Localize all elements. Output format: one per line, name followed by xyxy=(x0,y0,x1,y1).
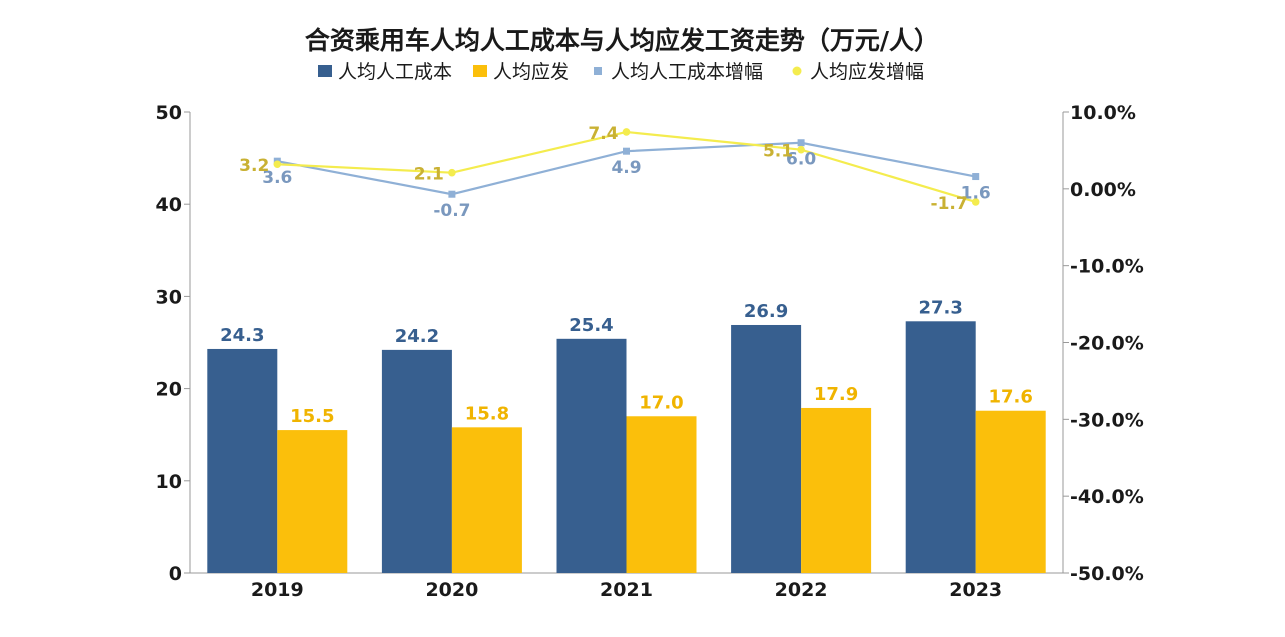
left-tick-label: 40 xyxy=(156,194,182,216)
bar xyxy=(905,321,976,573)
line-point xyxy=(448,168,456,177)
line-data-label: 4.9 xyxy=(611,158,641,178)
x-tick-label: 2021 xyxy=(600,579,653,601)
legend-label: 人均人工成本增幅 xyxy=(611,61,763,83)
bar-data-label: 17.6 xyxy=(988,387,1032,408)
right-tick-label: -30.0% xyxy=(1070,409,1144,431)
legend-swatch xyxy=(473,65,487,77)
legend-item: 人均应发 xyxy=(473,61,569,83)
left-tick-label: 20 xyxy=(156,379,182,401)
legend-item: 人均应发增幅 xyxy=(792,61,924,83)
bar xyxy=(277,430,348,573)
line-data-label: 7.4 xyxy=(588,124,618,144)
bar xyxy=(626,416,697,573)
bar-data-label: 17.0 xyxy=(639,392,683,413)
line-point xyxy=(972,173,980,181)
line-point xyxy=(623,147,630,155)
line-point xyxy=(797,139,805,147)
line-data-label: 1.6 xyxy=(961,184,991,204)
legend-label: 人均人工成本 xyxy=(338,61,452,83)
x-tick-label: 2019 xyxy=(251,579,304,601)
right-tick-label: -20.0% xyxy=(1070,333,1144,355)
bar xyxy=(381,349,452,573)
line-point xyxy=(448,190,456,198)
bar-data-label: 17.9 xyxy=(814,384,858,405)
bar xyxy=(207,348,278,573)
x-tick-label: 2023 xyxy=(949,579,1002,601)
bar-data-label: 15.8 xyxy=(465,403,509,424)
x-tick-label: 2020 xyxy=(425,579,478,601)
bar-data-label: 24.3 xyxy=(220,325,264,346)
left-tick-label: 10 xyxy=(156,471,182,493)
bars xyxy=(207,321,1046,573)
bar-data-label: 25.4 xyxy=(569,315,613,336)
bar-data-label: 24.2 xyxy=(395,326,439,347)
legend: 人均人工成本 人均应发 人均人工成本增幅 人均应发增幅 xyxy=(318,61,924,83)
right-tick-label: -10.0% xyxy=(1070,256,1144,278)
legend-label: 人均应发增幅 xyxy=(810,61,924,83)
bar xyxy=(801,407,872,573)
chart-title: 合资乘用车人均人工成本与人均应发工资走势（万元/人） xyxy=(305,26,939,55)
left-tick-label: 0 xyxy=(169,563,182,585)
x-tick-label: 2022 xyxy=(775,579,828,601)
line-data-label: 6.0 xyxy=(786,150,816,170)
legend-swatch xyxy=(318,65,332,77)
bar xyxy=(451,427,522,573)
line-point xyxy=(622,128,631,136)
bar-data-label: 26.9 xyxy=(744,301,788,322)
line-point xyxy=(797,145,805,154)
right-tick-label: 0.00% xyxy=(1070,179,1136,201)
line-point xyxy=(273,160,282,169)
line-data-label: 2.1 xyxy=(414,165,444,185)
legend-item: 人均人工成本增幅 xyxy=(594,61,763,83)
legend-swatch xyxy=(792,66,802,76)
bar xyxy=(731,324,802,573)
line-data-label: 5.1 xyxy=(763,142,793,162)
axes: 0 10 20 30 40 50 -50.0% -40.0% -30.0% -20.0% -10.0… xyxy=(156,102,1144,601)
legend-swatch xyxy=(594,67,602,75)
right-tick-label: -40.0% xyxy=(1070,486,1144,508)
lines xyxy=(273,128,980,206)
bar-data-label: 15.5 xyxy=(290,406,334,427)
data-labels: 24.3 24.2 25.4 26.9 27.3 15.5 15.8 17.0 17.9 17.6… xyxy=(220,124,1033,427)
bar xyxy=(556,338,627,573)
right-tick-label: 10.0% xyxy=(1070,102,1136,124)
line-data-label: 3.6 xyxy=(262,168,292,188)
legend-item: 人均人工成本 xyxy=(318,61,452,83)
bar-data-label: 27.3 xyxy=(918,297,962,318)
line-data-label: 3.2 xyxy=(239,156,269,176)
legend-label: 人均应发 xyxy=(493,61,569,83)
left-tick-label: 30 xyxy=(156,286,182,308)
bar xyxy=(975,410,1046,573)
left-tick-label: 50 xyxy=(156,102,182,124)
line-point xyxy=(971,198,980,206)
line-data-label: -1.7 xyxy=(931,194,968,214)
right-tick-label: -50.0% xyxy=(1070,563,1144,585)
line-data-label: -0.7 xyxy=(433,201,470,221)
